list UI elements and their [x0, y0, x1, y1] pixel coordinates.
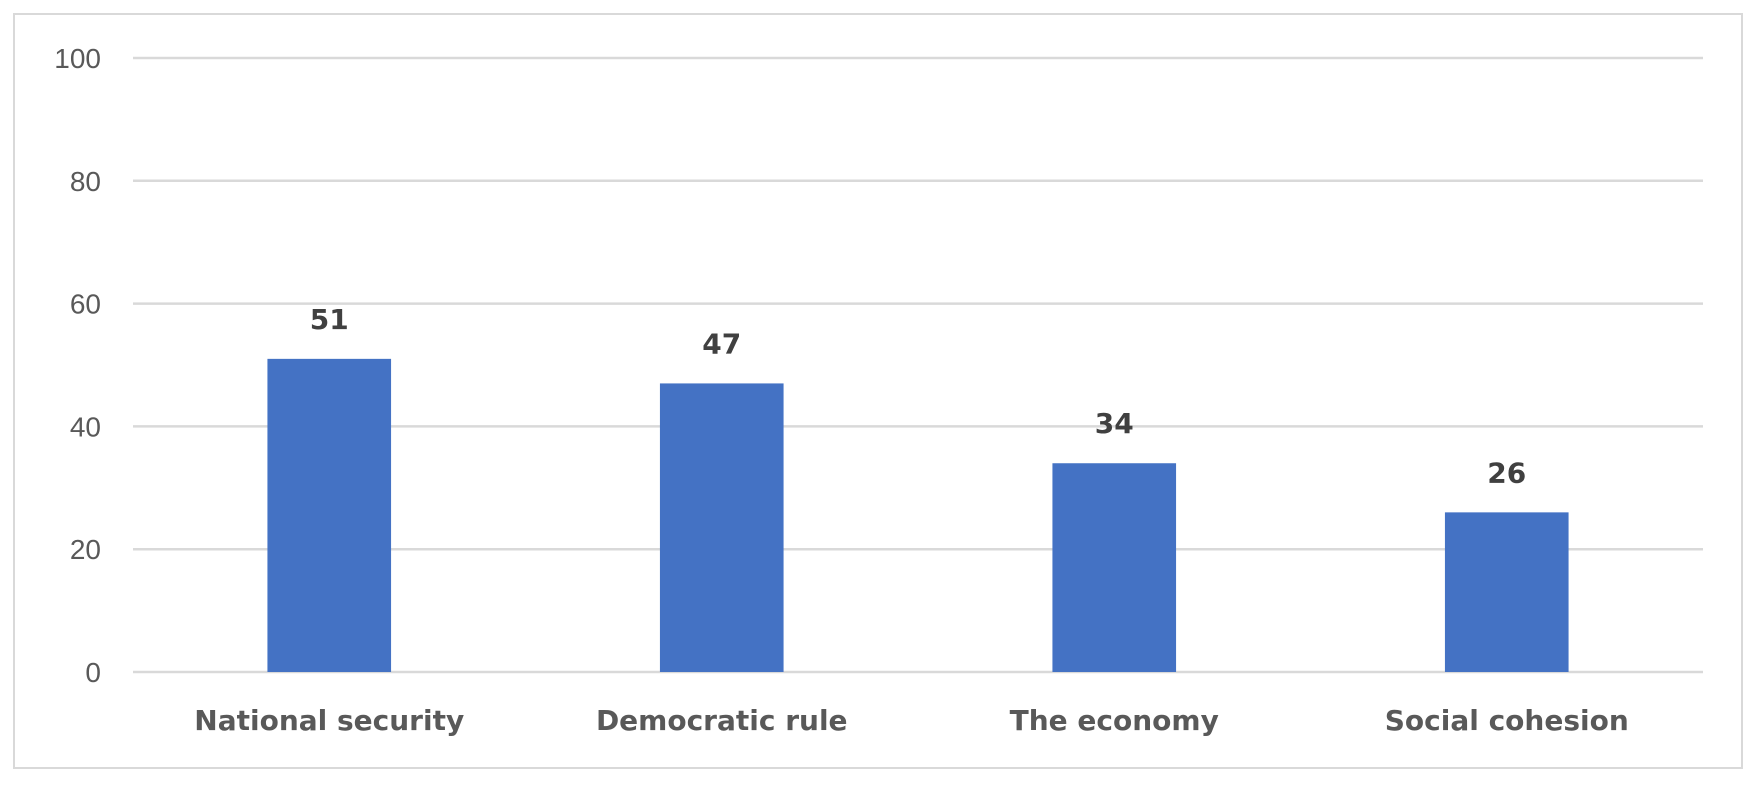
bar: [267, 358, 392, 672]
data-label: 47: [702, 327, 741, 360]
gridlines: [133, 56, 1703, 674]
y-tick-label: 60: [70, 289, 101, 320]
y-tick-label: 80: [70, 166, 101, 197]
y-tick-label: 20: [70, 534, 101, 565]
y-axis-tick-labels: 0 20 40 60 80 100: [54, 43, 101, 688]
x-category-label: National security: [194, 704, 464, 737]
data-labels: 51 47 34 26: [310, 303, 1526, 490]
x-category-label: The economy: [1010, 704, 1219, 737]
bar: [659, 383, 784, 672]
bar: [1444, 512, 1569, 672]
y-tick-label: 0: [85, 657, 101, 688]
bar: [1052, 463, 1177, 672]
x-category-label: Democratic rule: [596, 704, 848, 737]
bars: [267, 358, 1569, 672]
x-axis-category-labels: National security Democratic rule The econ…: [194, 704, 1628, 737]
data-label: 34: [1095, 407, 1134, 440]
data-label: 26: [1487, 456, 1526, 489]
y-tick-label: 100: [54, 43, 101, 74]
x-category-label: Social cohesion: [1385, 704, 1629, 737]
y-tick-label: 40: [70, 411, 101, 442]
data-label: 51: [310, 303, 349, 336]
